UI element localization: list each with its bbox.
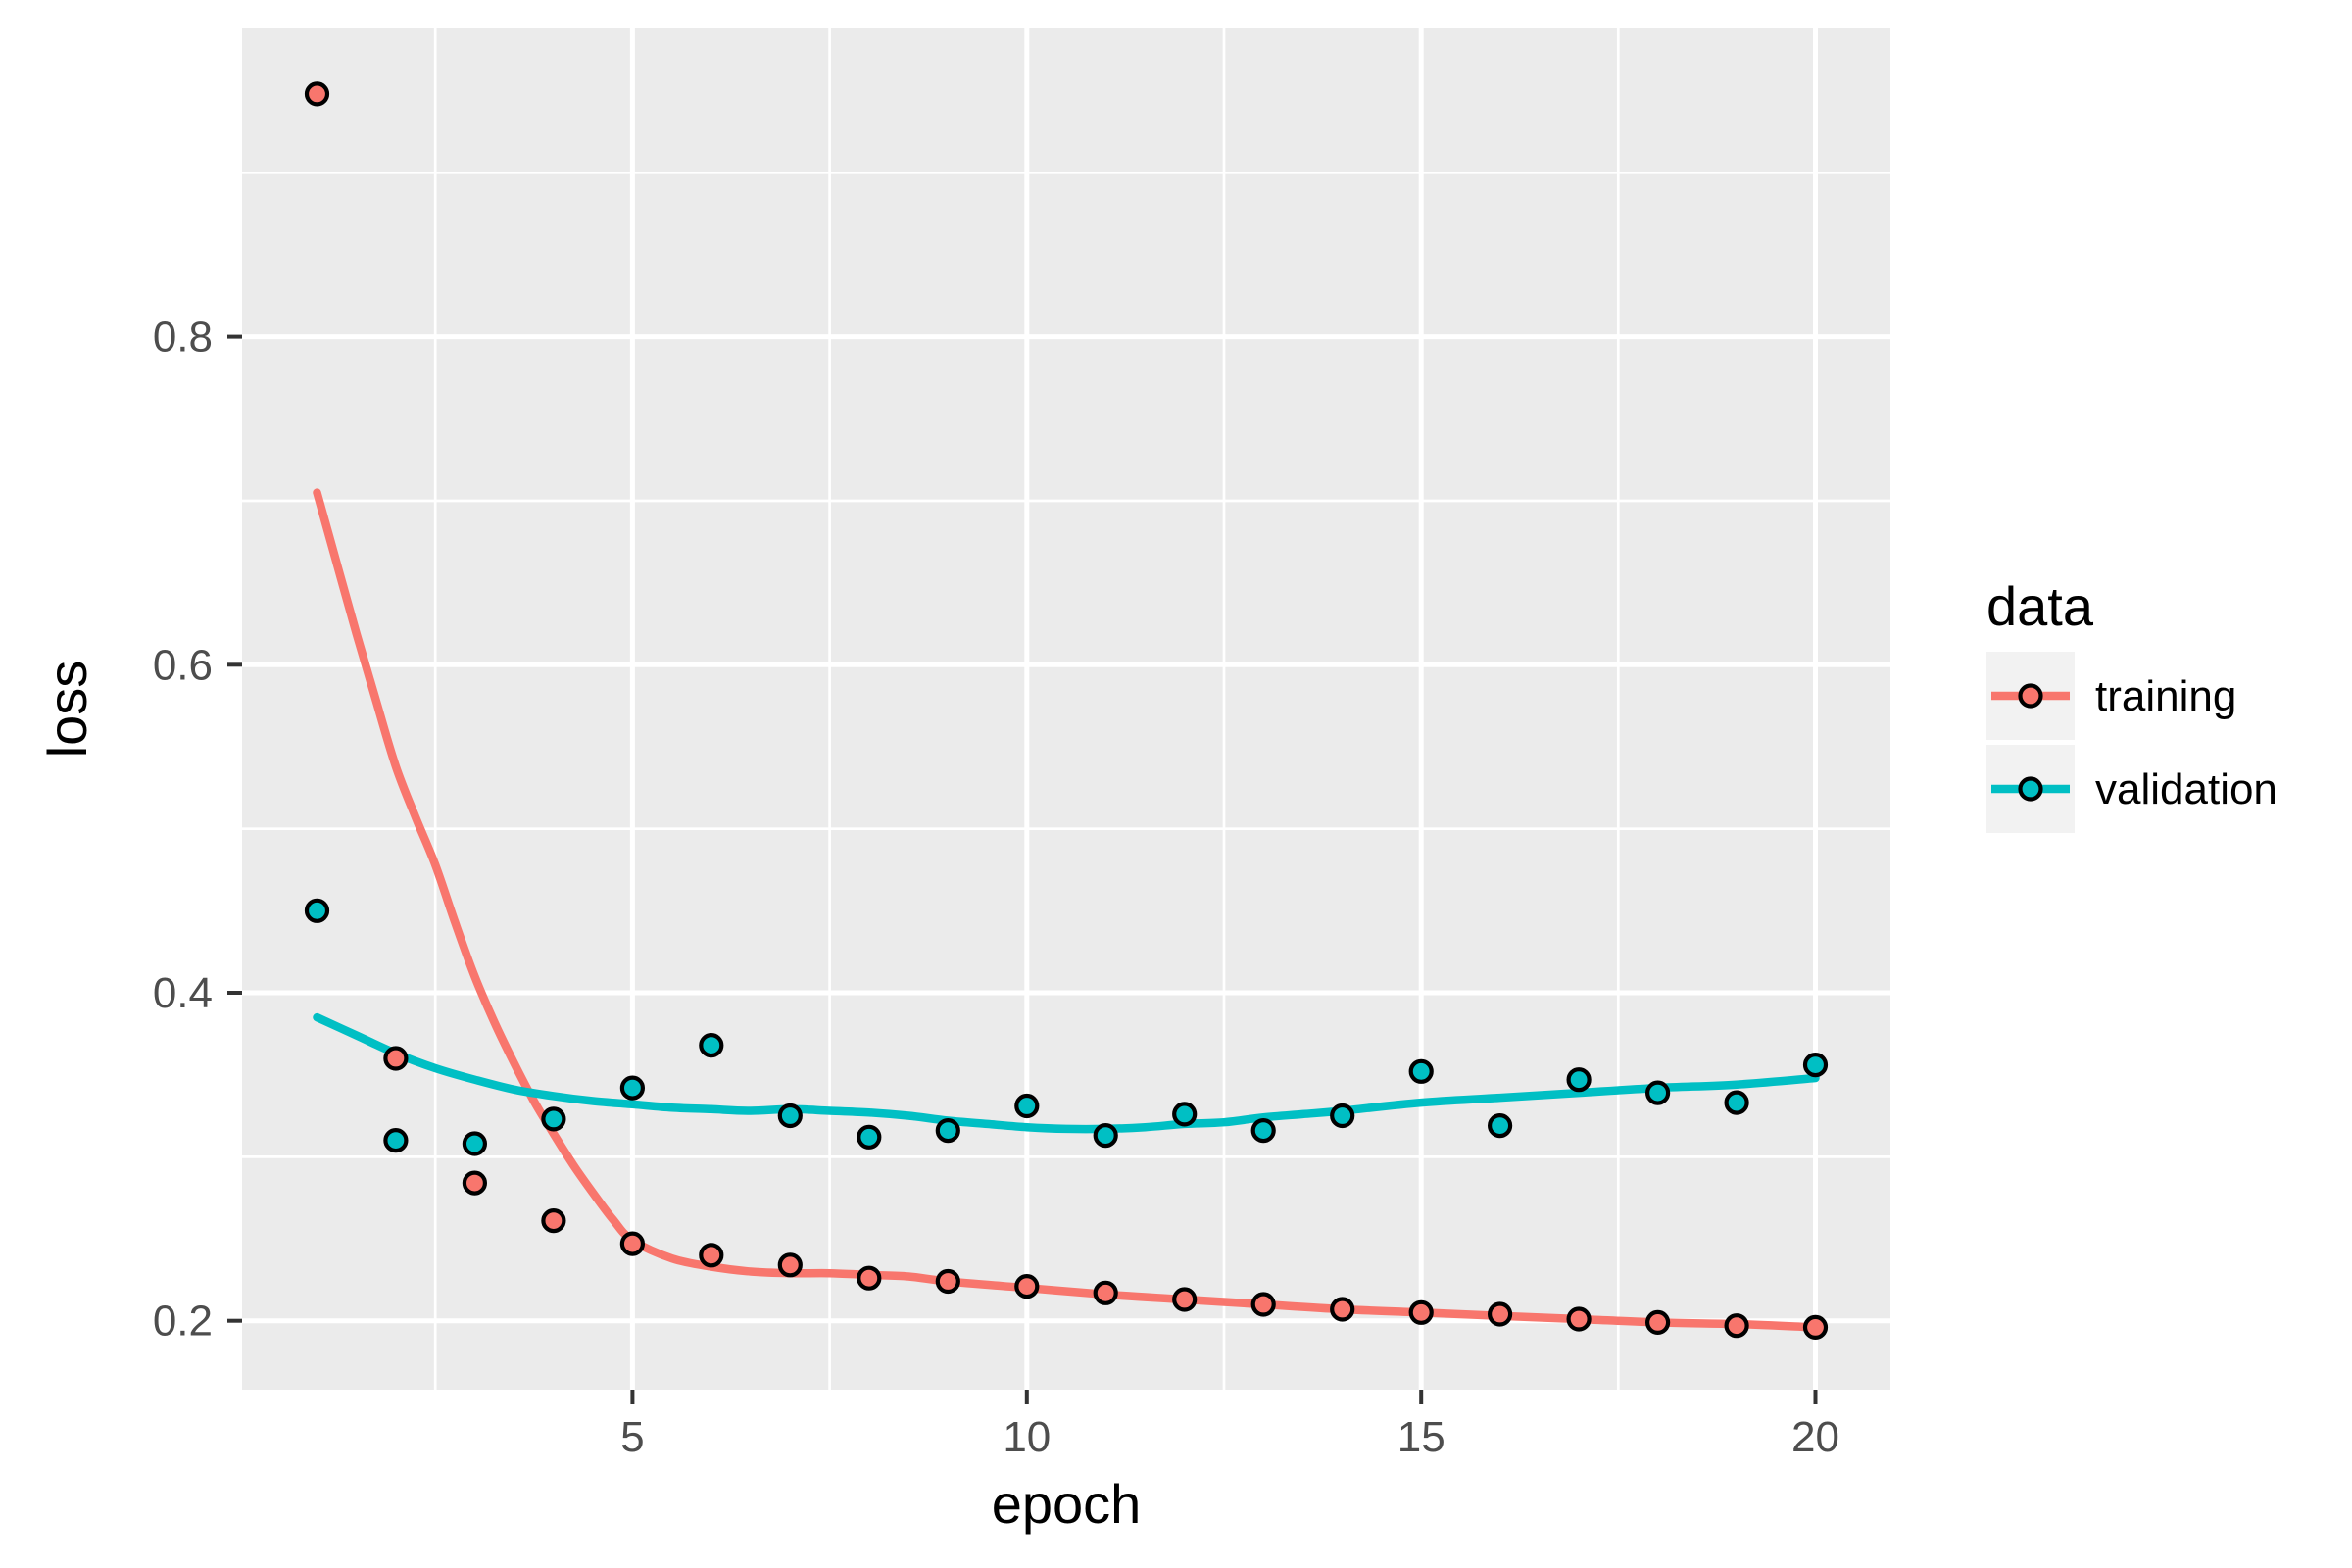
training-point — [1014, 1273, 1040, 1299]
chart-panel — [242, 28, 1890, 1390]
training-point — [857, 1265, 882, 1291]
training-point — [1644, 1309, 1671, 1336]
training-point — [1250, 1292, 1276, 1317]
validation-point — [935, 1117, 960, 1144]
training-point — [304, 81, 330, 107]
validation-point — [699, 1032, 724, 1058]
legend-key-point-training — [2018, 683, 2043, 709]
validation-point — [383, 1127, 409, 1153]
y-tick-label: 0.8 — [153, 314, 213, 362]
x-tick-label: 15 — [1397, 1413, 1446, 1461]
validation-point — [1487, 1112, 1513, 1139]
legend-key-point-validation — [2018, 776, 2043, 802]
y-tick-label: 0.4 — [153, 969, 213, 1017]
training-point — [1566, 1306, 1592, 1332]
training-point — [462, 1170, 487, 1196]
training-point — [1487, 1301, 1513, 1327]
validation-point — [1724, 1090, 1749, 1115]
legend-title: data — [1986, 575, 2094, 637]
validation-point — [541, 1106, 566, 1132]
validation-point — [1330, 1102, 1355, 1129]
validation-point — [1566, 1067, 1592, 1093]
validation-point — [777, 1102, 803, 1129]
training-point — [777, 1252, 803, 1278]
validation-point — [462, 1131, 487, 1156]
legend-label-training: training — [2095, 672, 2236, 720]
x-tick-label: 5 — [620, 1413, 644, 1461]
validation-point — [1250, 1117, 1276, 1144]
training-point — [1802, 1314, 1829, 1341]
training-point — [935, 1268, 960, 1295]
training-point — [1093, 1280, 1118, 1305]
training-point — [1724, 1313, 1749, 1339]
training-point — [1172, 1287, 1198, 1312]
legend-label-validation: validation — [2095, 765, 2278, 813]
validation-point — [1093, 1122, 1118, 1149]
y-tick-label: 0.6 — [153, 641, 213, 689]
training-point — [619, 1231, 646, 1256]
validation-point — [1014, 1093, 1040, 1119]
training-point — [1408, 1299, 1434, 1325]
training-point — [541, 1207, 566, 1234]
validation-point — [1802, 1052, 1829, 1078]
training-point — [699, 1243, 724, 1268]
x-tick-label: 10 — [1003, 1413, 1051, 1461]
validation-point — [619, 1075, 646, 1101]
validation-point — [304, 898, 330, 923]
training-point — [1330, 1297, 1355, 1322]
training-point — [383, 1046, 409, 1071]
validation-point — [857, 1124, 882, 1150]
validation-smooth-line — [313, 1012, 1820, 1134]
validation-point — [1172, 1102, 1198, 1127]
validation-point — [1408, 1058, 1434, 1084]
x-tick-label: 20 — [1791, 1413, 1839, 1461]
validation-point — [1644, 1080, 1671, 1105]
y-tick-label: 0.2 — [153, 1298, 213, 1346]
x-axis-title: epoch — [992, 1473, 1142, 1535]
y-axis-title: loss — [36, 661, 98, 759]
